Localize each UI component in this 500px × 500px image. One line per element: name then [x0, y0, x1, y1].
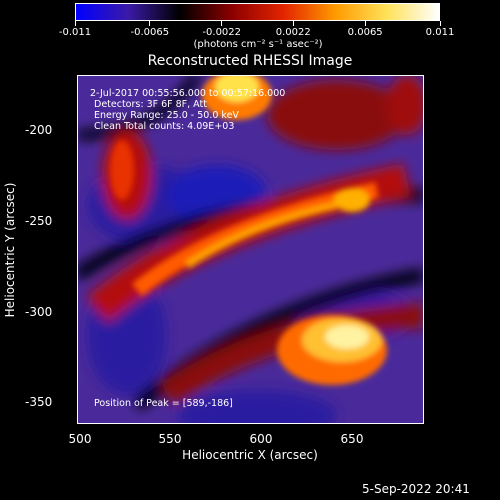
colorbar-tick — [74, 21, 76, 26]
y-tick-label: -250 — [25, 214, 53, 228]
x-tick-label: 500 — [68, 432, 92, 446]
timestamp: 5-Sep-2022 20:41 — [362, 482, 470, 496]
plot-frame — [77, 75, 424, 424]
y-tick-label: -300 — [25, 305, 53, 319]
colorbar-tick-label: -0.011 — [58, 27, 92, 38]
colorbar-tick-label: 0.011 — [425, 27, 455, 38]
colorbar-tick — [439, 21, 441, 26]
colorbar-tick-label: 0.0065 — [347, 27, 383, 38]
colorbar — [75, 3, 440, 21]
clean-counts-label: Clean Total counts: 4.09E+03 — [94, 121, 235, 132]
colorbar-units: (photons cm⁻² s⁻¹ asec⁻²) — [193, 39, 323, 50]
x-tick-label: 650 — [340, 432, 364, 446]
plot-title: Reconstructed RHESSI Image — [147, 53, 353, 69]
y-tick-label: -350 — [25, 395, 53, 409]
colorbar-tick-label: -0.0065 — [130, 27, 170, 38]
x-axis-label: Heliocentric X (arcsec) — [182, 448, 318, 462]
y-tick-label: -200 — [25, 123, 53, 137]
colorbar-tick-label: -0.0022 — [202, 27, 242, 38]
colorbar-tick-label: 0.0022 — [275, 27, 311, 38]
colorbar-tick — [221, 21, 223, 26]
energy-range-label: Energy Range: 25.0 - 50.0 keV — [94, 110, 239, 121]
colorbar-tick — [292, 21, 294, 26]
peak-position-label: Position of Peak = [589,-186] — [94, 398, 233, 409]
detectors-label: Detectors: 3F 6F 8F, Att — [94, 99, 207, 110]
rhessi-image — [77, 75, 424, 424]
x-tick-label: 600 — [249, 432, 273, 446]
y-axis-label: Heliocentric Y (arcsec) — [3, 182, 17, 318]
colorbar-tick — [149, 21, 151, 26]
x-tick-label: 550 — [158, 432, 182, 446]
colorbar-tick — [364, 21, 366, 26]
time-range-label: 2-Jul-2017 00:55:56.000 to 00:57:16.000 — [90, 88, 286, 99]
